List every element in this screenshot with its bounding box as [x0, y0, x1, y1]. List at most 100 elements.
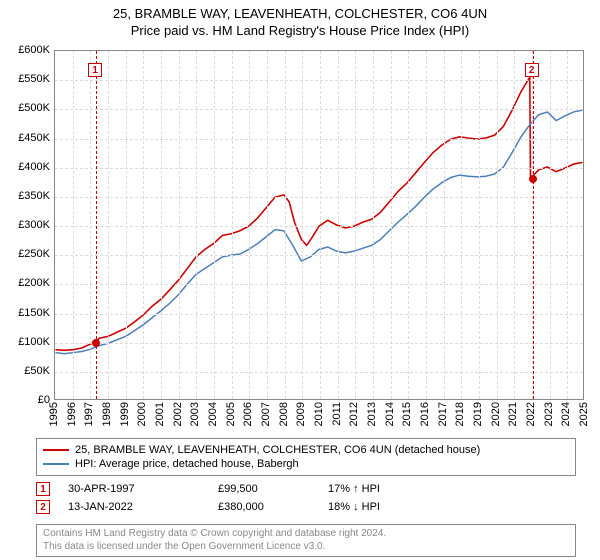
transaction-price: £380,000 — [218, 501, 328, 513]
gridline-vertical — [479, 51, 480, 399]
legend-item: HPI: Average price, detached house, Babe… — [43, 457, 569, 471]
footer-attribution: Contains HM Land Registry data © Crown c… — [36, 524, 576, 557]
x-tick-label: 2006 — [242, 402, 254, 426]
x-tick-label: 2015 — [401, 402, 413, 426]
gridline-vertical — [514, 51, 515, 399]
gridline-vertical — [461, 51, 462, 399]
y-tick-label: £600K — [2, 44, 50, 56]
gridline-horizontal — [55, 284, 583, 285]
legend-text: HPI: Average price, detached house, Babe… — [75, 458, 299, 470]
gridline-vertical — [338, 51, 339, 399]
gridline-horizontal — [55, 343, 583, 344]
gridline-horizontal — [55, 109, 583, 110]
gridline-vertical — [444, 51, 445, 399]
gridline-horizontal — [55, 168, 583, 169]
gridline-vertical — [161, 51, 162, 399]
y-tick-label: £400K — [2, 161, 50, 173]
gridline-vertical — [232, 51, 233, 399]
x-tick-label: 2025 — [578, 402, 590, 426]
gridline-vertical — [320, 51, 321, 399]
gridline-vertical — [249, 51, 250, 399]
x-tick-label: 2020 — [490, 402, 502, 426]
gridline-vertical — [126, 51, 127, 399]
gridline-vertical — [355, 51, 356, 399]
x-tick-label: 2021 — [507, 402, 519, 426]
transaction-row: 2 13-JAN-2022£380,00018% ↓ HPI — [36, 498, 576, 516]
y-tick-label: £0 — [2, 394, 50, 406]
marker-dot — [92, 339, 100, 347]
footer-line-1: Contains HM Land Registry data © Crown c… — [43, 528, 569, 541]
x-tick-label: 2024 — [560, 402, 572, 426]
x-tick-label: 2004 — [207, 402, 219, 426]
legend-text: 25, BRAMBLE WAY, LEAVENHEATH, COLCHESTER… — [75, 444, 480, 456]
gridline-vertical — [214, 51, 215, 399]
x-tick-label: 2017 — [437, 402, 449, 426]
series-price_paid — [56, 77, 583, 350]
y-tick-label: £450K — [2, 132, 50, 144]
gridline-vertical — [408, 51, 409, 399]
transaction-price: £99,500 — [218, 483, 328, 495]
gridline-horizontal — [55, 255, 583, 256]
transaction-marker: 1 — [36, 482, 50, 496]
x-tick-label: 1997 — [83, 402, 95, 426]
gridline-vertical — [373, 51, 374, 399]
gridline-vertical — [426, 51, 427, 399]
marker-guide-line — [533, 51, 534, 399]
x-tick-label: 1999 — [119, 402, 131, 426]
x-tick-label: 2014 — [384, 402, 396, 426]
gridline-vertical — [391, 51, 392, 399]
x-tick-label: 2012 — [348, 402, 360, 426]
x-tick-label: 2011 — [331, 402, 343, 426]
x-tick-label: 2005 — [225, 402, 237, 426]
y-tick-label: £500K — [2, 102, 50, 114]
gridline-horizontal — [55, 226, 583, 227]
y-tick-label: £100K — [2, 336, 50, 348]
legend-item: 25, BRAMBLE WAY, LEAVENHEATH, COLCHESTER… — [43, 443, 569, 457]
gridline-vertical — [196, 51, 197, 399]
gridline-vertical — [267, 51, 268, 399]
gridline-vertical — [550, 51, 551, 399]
x-tick-label: 2003 — [189, 402, 201, 426]
x-tick-label: 2010 — [313, 402, 325, 426]
y-tick-label: £250K — [2, 248, 50, 260]
gridline-vertical — [73, 51, 74, 399]
gridline-vertical — [567, 51, 568, 399]
x-tick-label: 1996 — [66, 402, 78, 426]
series-hpi — [56, 110, 583, 354]
x-tick-label: 2007 — [260, 402, 272, 426]
x-tick-label: 2009 — [295, 402, 307, 426]
gridline-horizontal — [55, 314, 583, 315]
footer-line-2: This data is licensed under the Open Gov… — [43, 541, 569, 554]
y-tick-label: £50K — [2, 365, 50, 377]
gridline-vertical — [285, 51, 286, 399]
x-tick-label: 2018 — [454, 402, 466, 426]
x-tick-label: 2001 — [154, 402, 166, 426]
gridline-vertical — [143, 51, 144, 399]
y-tick-label: £550K — [2, 73, 50, 85]
y-tick-label: £150K — [2, 307, 50, 319]
x-tick-label: 2008 — [278, 402, 290, 426]
transaction-row: 130-APR-1997£99,50017% ↑ HPI — [36, 480, 576, 498]
chart-lines — [55, 51, 583, 399]
x-tick-label: 2013 — [366, 402, 378, 426]
transactions-table: 130-APR-1997£99,50017% ↑ HPI213-JAN-2022… — [36, 480, 576, 516]
gridline-horizontal — [55, 197, 583, 198]
marker-label: 1 — [88, 63, 102, 77]
chart-plot-area: 12 — [54, 50, 584, 400]
x-tick-label: 2023 — [543, 402, 555, 426]
gridline-vertical — [497, 51, 498, 399]
x-tick-label: 2019 — [472, 402, 484, 426]
gridline-horizontal — [55, 139, 583, 140]
gridline-horizontal — [55, 80, 583, 81]
x-tick-label: 2000 — [136, 402, 148, 426]
transaction-delta: 18% ↓ HPI — [328, 501, 448, 513]
transaction-marker: 2 — [36, 500, 50, 514]
transaction-delta: 17% ↑ HPI — [328, 483, 448, 495]
gridline-vertical — [108, 51, 109, 399]
x-tick-label: 2016 — [419, 402, 431, 426]
y-tick-label: £300K — [2, 219, 50, 231]
y-tick-label: £200K — [2, 277, 50, 289]
x-tick-label: 1995 — [48, 402, 60, 426]
x-tick-label: 2002 — [172, 402, 184, 426]
transaction-date: 13-JAN-2022 — [68, 501, 218, 513]
